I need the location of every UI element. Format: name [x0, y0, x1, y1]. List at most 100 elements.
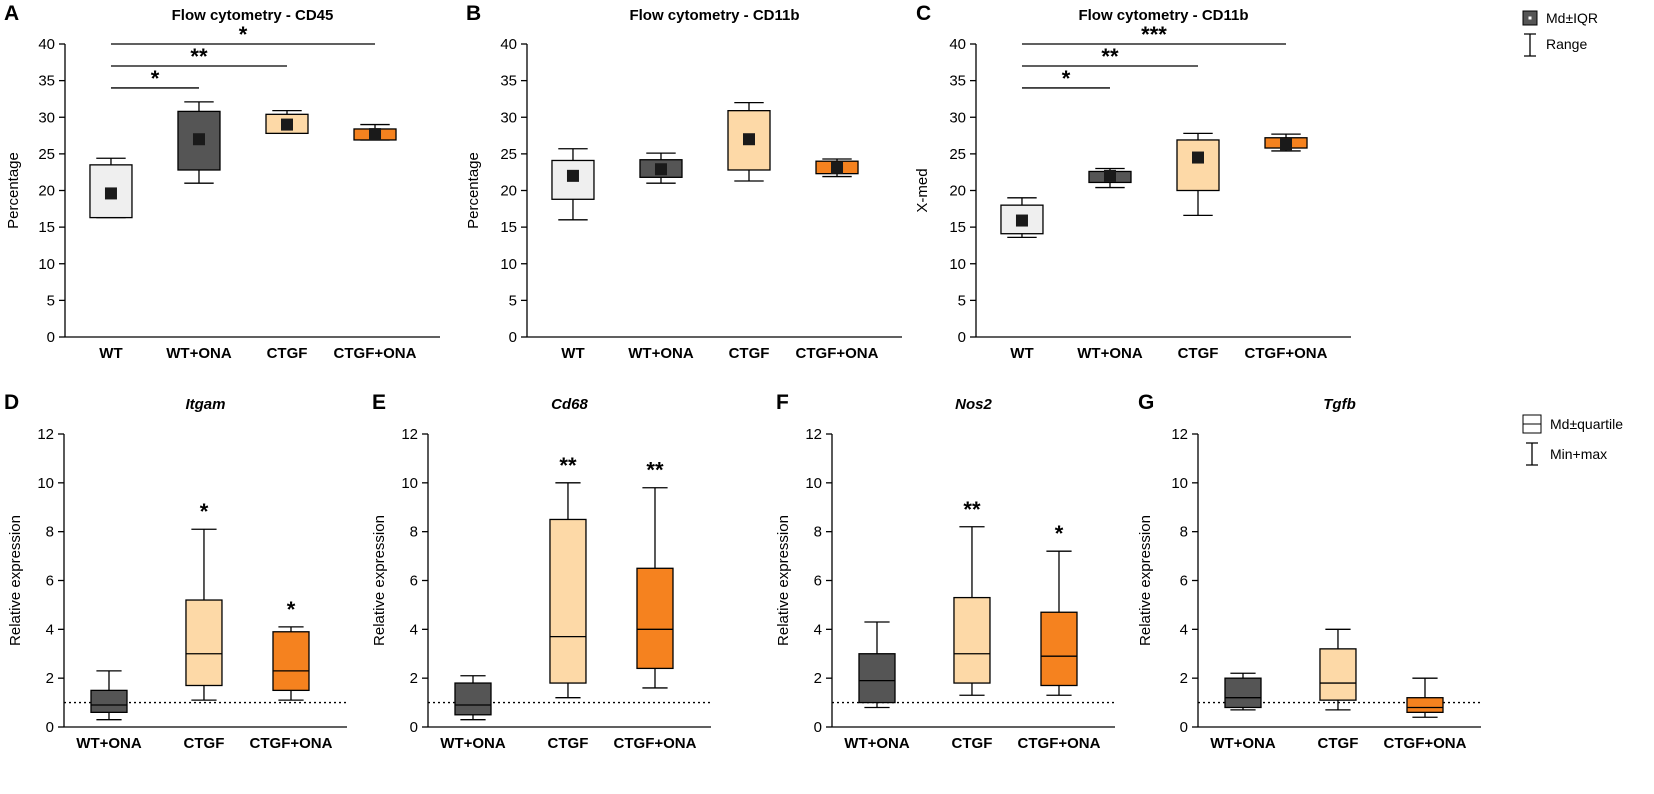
y-tick-label: 8 [1180, 524, 1188, 541]
y-tick-label: 10 [38, 256, 55, 273]
y-tick-label: 12 [37, 426, 54, 443]
y-tick-label: 30 [500, 109, 517, 126]
y-tick-label: 15 [500, 219, 517, 236]
y-tick-label: 2 [814, 670, 822, 687]
box-wt-ona [1224, 677, 1262, 709]
box-ctgf [953, 596, 991, 684]
y-tick-label: 4 [814, 621, 822, 638]
panel-letter: D [4, 391, 19, 414]
x-tick-label: CTGF+ONA [1018, 735, 1101, 752]
y-tick-label: 10 [805, 475, 822, 492]
panel-letter: B [466, 2, 481, 25]
x-tick-label: CTGF+ONA [1384, 735, 1467, 752]
y-tick-label: 35 [38, 73, 55, 90]
significance-label: * [239, 22, 248, 47]
x-tick-label: CTGF+ONA [796, 345, 879, 362]
y-tick-label: 0 [410, 719, 418, 736]
median-marker [1280, 138, 1293, 151]
y-tick-label: 40 [500, 36, 517, 53]
panel-letter: G [1138, 391, 1154, 414]
median-marker [1015, 214, 1028, 227]
y-tick-label: 5 [47, 292, 55, 309]
x-tick-label: WT+ONA [844, 735, 910, 752]
x-tick-label: WT [1010, 345, 1033, 362]
box-md-iqr-dot [1528, 16, 1532, 20]
range-icon [1524, 33, 1536, 57]
x-tick-label: WT+ONA [1077, 345, 1143, 362]
median-marker [1103, 169, 1116, 182]
y-tick-label: 5 [958, 292, 966, 309]
x-tick-label: WT [561, 345, 584, 362]
y-tick-label: 40 [949, 36, 966, 53]
median-marker [654, 163, 667, 176]
y-tick-label: 4 [46, 621, 54, 638]
x-tick-label: CTGF+ONA [250, 735, 333, 752]
x-tick-label: CTGF [952, 735, 993, 752]
panel-letter: A [4, 2, 19, 25]
x-tick-label: WT+ONA [440, 735, 506, 752]
y-tick-label: 12 [805, 426, 822, 443]
y-tick-label: 4 [1180, 621, 1188, 638]
chart-title: Cd68 [551, 396, 588, 413]
y-tick-label: 15 [38, 219, 55, 236]
legend-top: Md±IQR Range [1522, 10, 1598, 57]
chart-title: Nos2 [955, 396, 992, 413]
x-tick-label: WT [99, 345, 122, 362]
y-tick-label: 0 [46, 719, 54, 736]
x-tick-label: WT+ONA [1210, 735, 1276, 752]
significance-label: * [200, 499, 209, 524]
median-marker [743, 133, 755, 146]
chart-title: Flow cytometry - CD45 [172, 7, 334, 24]
x-tick-label: CTGF [1178, 345, 1219, 362]
significance-label: ** [190, 44, 208, 69]
y-axis-label: Percentage [5, 152, 22, 229]
significance-label: * [1055, 521, 1064, 546]
x-tick-label: CTGF+ONA [614, 735, 697, 752]
y-tick-label: 8 [46, 524, 54, 541]
y-tick-label: 15 [949, 219, 966, 236]
box-ctgf [1319, 648, 1357, 701]
box-wt-ona [858, 653, 896, 704]
y-tick-label: 6 [410, 573, 418, 590]
x-tick-label: CTGF+ONA [334, 345, 417, 362]
panel-a: A Flow cytometry - CD45 0 5 10 15 20 25 30 35 40 Pe… [4, 2, 440, 362]
y-tick-label: 20 [38, 183, 55, 200]
y-tick-label: 10 [500, 256, 517, 273]
x-tick-label: CTGF [548, 735, 589, 752]
y-tick-label: 2 [46, 670, 54, 687]
y-tick-label: 6 [1180, 573, 1188, 590]
box-wt-ona [90, 689, 128, 714]
y-tick-label: 25 [38, 146, 55, 163]
legend-md-iqr: Md±IQR [1546, 10, 1598, 26]
y-tick-label: 25 [500, 146, 517, 163]
chart-title: Flow cytometry - CD11b [1078, 7, 1248, 24]
y-axis-label: X-med [914, 168, 931, 212]
y-tick-label: 2 [1180, 670, 1188, 687]
y-axis-label: Percentage [465, 152, 482, 229]
x-tick-label: CTGF [1318, 735, 1359, 752]
chart-title: Itgam [185, 396, 225, 413]
box-ctgf-ona [1040, 611, 1078, 687]
chart-title: Flow cytometry - CD11b [629, 7, 799, 24]
y-tick-label: 10 [1171, 475, 1188, 492]
box-ctgf [1176, 139, 1220, 192]
box-wt-ona [454, 682, 492, 716]
median-marker [192, 133, 205, 146]
x-tick-label: WT+ONA [628, 345, 694, 362]
chart-title: Tgfb [1323, 396, 1355, 413]
legend-min-max: Min+max [1550, 446, 1607, 462]
panel-letter: C [916, 2, 931, 25]
panel-e: E Cd68 0 2 4 6 8 10 12 Relative expression WT+ONA C… [371, 391, 711, 752]
y-tick-label: 6 [46, 573, 54, 590]
panel-b: B Flow cytometry - CD11b 0 5 10 15 20 25 30 35 40 P… [465, 2, 902, 362]
median-marker [1192, 151, 1204, 164]
x-tick-label: CTGF+ONA [1245, 345, 1328, 362]
panel-letter: F [776, 391, 789, 414]
box-ctgf [549, 518, 587, 684]
panel-d: D Itgam 0 2 4 6 8 10 12 Relative expression WT+ONA… [4, 391, 347, 752]
y-tick-label: 25 [949, 146, 966, 163]
significance-label: *** [1141, 22, 1167, 47]
significance-label: ** [963, 497, 981, 522]
x-tick-label: WT+ONA [76, 735, 142, 752]
panel-letter: E [372, 391, 386, 414]
